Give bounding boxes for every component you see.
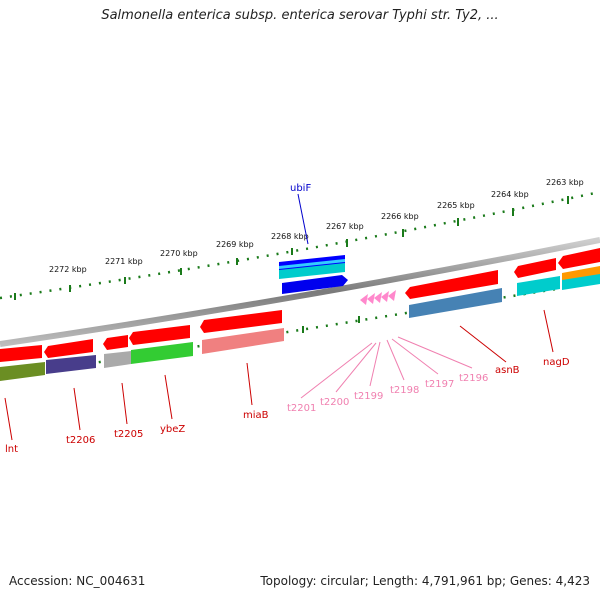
gene-label-t2200: t2200	[320, 397, 349, 408]
gene-label-t2201: t2201	[287, 403, 316, 414]
tick-label-2268: 2268 kbp	[271, 232, 309, 241]
gene-label-miaB: miaB	[243, 410, 269, 421]
tick-label-2266: 2266 kbp	[381, 212, 419, 221]
gene-label-t2205: t2205	[114, 429, 143, 440]
gene-label-ubiF: ubiF	[290, 183, 311, 194]
gene-label-t2196: t2196	[459, 373, 488, 384]
gene-labels: lnt t2206 t2205 ybeZ miaB t2201 t2200 t2…	[5, 183, 570, 455]
feature-t2206	[44, 339, 93, 358]
major-ticks-outer	[14, 196, 569, 300]
feature-ubiF[interactable]	[279, 255, 348, 294]
accession-label: Accession: NC_004631	[9, 574, 146, 588]
gene-label-t2199: t2199	[354, 391, 383, 402]
tick-label-2265: 2265 kbp	[437, 201, 475, 210]
cog-bars	[0, 266, 600, 381]
tick-label-2269: 2269 kbp	[216, 240, 254, 249]
gene-label-nagD: nagD	[543, 357, 570, 368]
tick-label-2267: 2267 kbp	[326, 222, 364, 231]
genome-backbone	[0, 237, 600, 347]
feature-asnB	[405, 270, 498, 299]
feature-nagD	[514, 258, 556, 278]
trna-cluster[interactable]	[360, 290, 396, 305]
gene-label-asnB: asnB	[495, 365, 520, 376]
gene-label-lnt: lnt	[5, 444, 18, 455]
reverse-strand-features[interactable]	[0, 248, 600, 362]
feature-ybeZ	[129, 325, 190, 345]
tick-label-2271: 2271 kbp	[105, 257, 143, 266]
gene-label-ybeZ: ybeZ	[160, 424, 185, 435]
tick-label-2264: 2264 kbp	[491, 190, 529, 199]
gene-label-t2198: t2198	[390, 385, 419, 396]
genome-summary: Topology: circular; Length: 4,791,961 bp…	[260, 574, 590, 588]
tick-label-2270: 2270 kbp	[160, 249, 198, 258]
gene-label-t2206: t2206	[66, 435, 95, 446]
feature-t2205	[103, 335, 128, 350]
tick-label-2272: 2272 kbp	[49, 265, 87, 274]
map-title: Salmonella enterica subsp. enterica sero…	[101, 8, 499, 23]
feature-miaB	[200, 310, 282, 333]
feature-edge	[558, 248, 600, 269]
callout-lines	[4, 193, 554, 441]
feature-lnt	[0, 345, 42, 362]
tick-labels: 2272 kbp 2271 kbp 2270 kbp 2269 kbp 2268…	[49, 178, 584, 274]
tick-label-2263: 2263 kbp	[546, 178, 584, 187]
gene-label-t2197: t2197	[425, 379, 454, 390]
